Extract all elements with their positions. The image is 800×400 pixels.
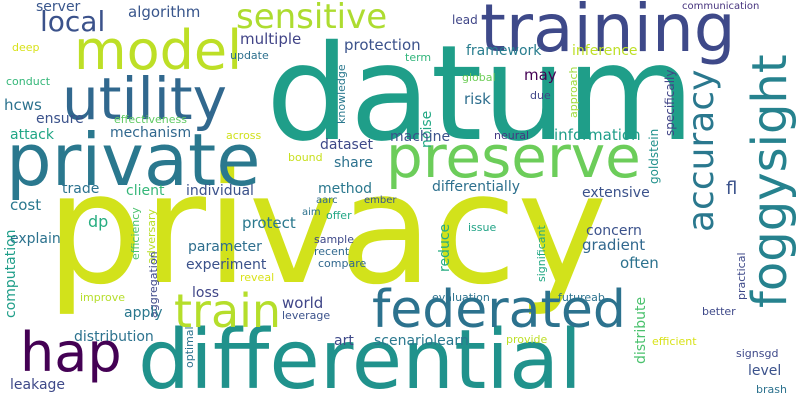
word-framework: framework (466, 43, 542, 59)
word-reveal: reveal (240, 271, 275, 284)
word-train: train (174, 284, 282, 338)
word-risk: risk (464, 90, 491, 108)
word-dataset: dataset (320, 137, 373, 153)
word-distribution: distribution (74, 329, 154, 345)
word-goldstein: goldstein (647, 128, 661, 184)
word-provide: provide (506, 333, 548, 346)
word-sample: sample (314, 233, 354, 246)
word-compare: compare (318, 257, 367, 270)
word-issue: issue (468, 221, 497, 234)
word-term: term (405, 51, 432, 64)
word-hap: hap (20, 321, 122, 384)
word-local: local (40, 5, 106, 38)
word-efficiency: efficiency (129, 207, 142, 260)
word-preserve: preserve (386, 123, 641, 191)
word-share: share (334, 155, 373, 171)
word-accuracy: accuracy (681, 69, 722, 232)
word-fl: fl (726, 178, 738, 199)
word-due: due (530, 89, 551, 102)
word-world: world (282, 294, 324, 312)
word-better: better (702, 305, 736, 318)
word-inference: inference (572, 43, 638, 59)
word-deep: deep (12, 41, 40, 54)
word-approach: approach (567, 66, 580, 118)
word-optimal: optimal (183, 326, 196, 368)
word-individual: individual (186, 183, 254, 199)
word-effectiveness: effectiveness (114, 113, 188, 126)
word-explain: explain (10, 231, 61, 247)
word-knowledge: knowledge (335, 64, 348, 124)
word-leakage: leakage (10, 377, 66, 393)
word-information: information (554, 126, 641, 144)
word-differentially: differentially (432, 179, 520, 195)
word-mechanism: mechanism (110, 125, 192, 141)
word-scenariolearn: scenariolearn (374, 333, 469, 349)
word-client: client (126, 183, 165, 199)
word-global: global (462, 71, 496, 84)
word-futureab: futureab (558, 291, 605, 304)
word-parameter: parameter (188, 239, 262, 255)
word-efficient: efficient (652, 335, 697, 348)
word-experiment: experiment (186, 257, 267, 273)
word-evaluation: evaluation (432, 291, 490, 304)
word-sensitive: sensitive (236, 0, 388, 37)
word-foggysight: foggysight (742, 54, 798, 308)
word-level: level (748, 363, 782, 379)
word-often: often (620, 254, 659, 272)
word-gradient: gradient (582, 236, 646, 254)
word-recent: recent (314, 245, 350, 258)
word-dp: dp (88, 212, 109, 231)
word-signsgd: signsgd (736, 347, 779, 360)
word-lead: lead (452, 13, 478, 27)
word-ember: ember (364, 195, 397, 206)
word-attack: attack (10, 127, 54, 143)
word-loss: loss (192, 285, 220, 301)
word-may: may (524, 66, 557, 84)
word-hcws: hcws (4, 96, 42, 114)
word-apply: apply (124, 305, 163, 321)
word-model: model (74, 19, 243, 82)
word-training: training (480, 0, 736, 67)
word-cost: cost (10, 196, 42, 214)
word-concern: concern (586, 223, 642, 239)
word-offer: offer (326, 209, 352, 222)
word-distribute: distribute (633, 296, 649, 364)
word-multiple: multiple (240, 30, 302, 48)
word-ensure: ensure (36, 111, 84, 127)
word-computation: computation (3, 229, 19, 318)
word-differential: differential (138, 313, 583, 400)
word-protect: protect (242, 214, 296, 232)
word-private: private (6, 118, 261, 202)
word-aim: aim (302, 207, 321, 218)
word-extensive: extensive (582, 185, 650, 201)
word-federated: federated (372, 280, 626, 340)
word-practical: practical (735, 252, 748, 300)
word-protection: protection (344, 36, 421, 54)
word-server: server (36, 0, 81, 15)
word-significant: significant (535, 225, 548, 282)
word-update: update (230, 49, 269, 62)
word-improve: improve (80, 291, 126, 304)
word-datum: datum (266, 17, 695, 171)
word-reduce: reduce (437, 223, 453, 272)
word-method: method (318, 181, 373, 197)
word-brash: brash (756, 383, 787, 396)
word-art: art (334, 333, 354, 349)
word-communication: communication (682, 1, 760, 12)
word-conduct: conduct (6, 75, 51, 88)
word-trade: trade (62, 181, 100, 197)
word-neural: neural (494, 129, 530, 142)
word-privacy: privacy (46, 141, 608, 319)
word-machine: machine (390, 129, 451, 145)
word-aarc: aarc (316, 195, 338, 206)
word-specifically: specifically (663, 69, 677, 136)
word-utility: utility (62, 65, 227, 133)
word-bound: bound (288, 151, 323, 164)
word-across: across (226, 129, 262, 142)
word-leverage: leverage (282, 309, 331, 322)
word-algorithm: algorithm (128, 3, 201, 21)
